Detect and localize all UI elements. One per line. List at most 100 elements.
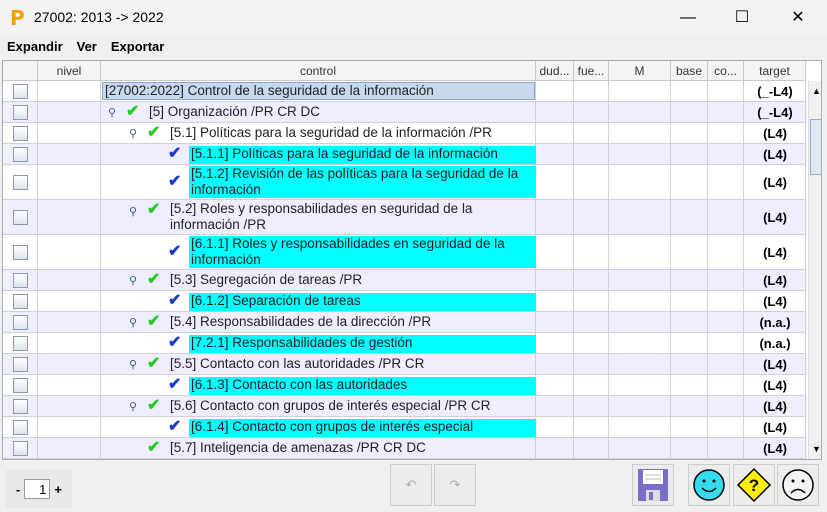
maximize-button[interactable]: ☐ (734, 9, 750, 26)
expand-key-icon[interactable]: ⚲ (129, 317, 138, 329)
table-row[interactable]: ⚲ ✔ [5] Organización /PR CR DC (_-L4) (3, 102, 807, 123)
unknown-button[interactable]: ? (733, 464, 775, 506)
scroll-up-icon[interactable]: ▲ (812, 86, 821, 96)
row-checkbox[interactable] (13, 174, 28, 190)
menu-expandir[interactable]: Expandir (7, 39, 63, 54)
control-label[interactable]: [5.6] Contacto con grupos de interés esp… (170, 398, 491, 413)
sad-face-button[interactable] (777, 464, 819, 506)
column-header-dudas[interactable]: dud... (536, 61, 574, 81)
table-row[interactable]: ⚲ ✔ [5.4] Responsabilidades de la direcció… (3, 312, 807, 333)
close-button[interactable]: ✕ (791, 9, 805, 26)
redo-button[interactable]: ↷ (434, 464, 476, 506)
cell-m (609, 270, 671, 291)
control-label[interactable]: [5.3] Segregación de tareas /PR (170, 272, 363, 287)
row-checkbox[interactable] (13, 419, 28, 435)
window-title: 27002: 2013 -> 2022 (34, 9, 164, 25)
row-checkbox[interactable] (13, 440, 28, 456)
table-row[interactable]: ⚲ ✔ [5.3] Segregación de tareas /PR (L4) (3, 270, 807, 291)
control-label[interactable]: [5] Organización /PR CR DC (149, 104, 321, 119)
row-checkbox[interactable] (13, 272, 28, 288)
control-label[interactable]: [7.2.1] Responsabilidades de gestión (189, 335, 536, 353)
table-row[interactable]: [27002:2022] Control de la seguridad de … (3, 81, 807, 102)
row-checkbox[interactable] (13, 335, 28, 351)
table-row[interactable]: ✔ [7.2.1] Responsabilidades de gestión (n.… (3, 333, 807, 354)
scroll-down-icon[interactable]: ▼ (812, 444, 821, 454)
column-header-m[interactable]: M (609, 61, 671, 81)
row-checkbox[interactable] (13, 209, 28, 225)
svg-text:?: ? (749, 476, 759, 495)
cell-control (101, 312, 536, 333)
column-header-comentario[interactable]: co... (708, 61, 744, 81)
control-label[interactable]: [5.1.2] Revisión de las políticas para l… (189, 166, 536, 198)
expand-key-icon[interactable]: ⚲ (129, 275, 138, 287)
cell-fuentes (574, 417, 609, 438)
control-label[interactable]: [5.2] Roles y responsabilidades en segur… (170, 201, 473, 232)
row-checkbox[interactable] (13, 244, 28, 260)
row-checkbox[interactable] (13, 377, 28, 393)
control-label[interactable]: [6.1.3] Contacto con las autoridades (189, 377, 536, 395)
smiley-sad-icon (782, 469, 814, 501)
cell-base (671, 165, 708, 200)
cell-m (609, 123, 671, 144)
column-header-control[interactable]: control (101, 61, 536, 81)
row-checkbox[interactable] (13, 293, 28, 309)
column-header-target[interactable]: target (744, 61, 806, 81)
table-row[interactable]: ⚲ ✔ [5.6] Contacto con grupos de interés e… (3, 396, 807, 417)
cell-select (3, 375, 38, 396)
scroll-thumb[interactable] (810, 119, 821, 175)
table-row[interactable]: ⚲ ✔ [5.1] Políticas para la seguridad de l… (3, 123, 807, 144)
cell-target (744, 354, 806, 375)
menu-ver[interactable]: Ver (76, 39, 97, 54)
row-checkbox[interactable] (13, 125, 28, 141)
row-checkbox[interactable] (13, 83, 28, 99)
cell-nivel (38, 144, 101, 165)
menu-exportar[interactable]: Exportar (110, 39, 165, 54)
control-label[interactable]: [5.1.1] Políticas para la seguridad de l… (189, 146, 536, 164)
undo-button[interactable]: ↶ (390, 464, 432, 506)
happy-face-button[interactable] (688, 464, 730, 506)
column-header-fuentes[interactable]: fue... (574, 61, 609, 81)
menu-bar: Expandir Ver Exportar (0, 36, 827, 58)
row-checkbox[interactable] (13, 104, 28, 120)
table-row[interactable]: ✔ [6.1.3] Contacto con las autoridades (L4… (3, 375, 807, 396)
control-label[interactable]: [6.1.4] Contacto con grupos de interés e… (189, 419, 536, 437)
control-label[interactable]: [5.1] Políticas para la seguridad de la … (170, 125, 492, 140)
cell-comentario (708, 235, 744, 270)
row-checkbox[interactable] (13, 146, 28, 162)
table-row[interactable]: ✔ [5.1.2] Revisión de las políticas para … (3, 165, 807, 200)
level-input[interactable] (24, 479, 51, 499)
target-value: (L4) (763, 293, 787, 309)
target-value: (L4) (763, 419, 787, 435)
row-checkbox[interactable] (13, 356, 28, 372)
green-checkmark-icon: ✔ (147, 397, 161, 414)
expand-key-icon[interactable]: ⚲ (129, 401, 138, 413)
column-header-base[interactable]: base (671, 61, 708, 81)
save-button[interactable] (632, 464, 674, 506)
row-checkbox[interactable] (13, 398, 28, 414)
control-label[interactable]: [27002:2022] Control de la seguridad de … (102, 82, 535, 100)
control-label[interactable]: [6.1.2] Separación de tareas (189, 293, 536, 311)
vertical-scrollbar[interactable]: ▲ ▼ (808, 81, 821, 459)
expand-key-icon[interactable]: ⚲ (108, 107, 117, 119)
control-label[interactable]: [5.5] Contacto con las autoridades /PR C… (170, 356, 425, 371)
table-row[interactable]: ✔ [5.1.1] Políticas para la seguridad de … (3, 144, 807, 165)
control-label[interactable]: [5.7] Inteligencia de amenazas /PR CR DC (170, 440, 426, 455)
control-label[interactable]: [6.1.1] Roles y responsabilidades en seg… (189, 236, 536, 268)
minimize-button[interactable]: — (680, 9, 696, 26)
increment-button[interactable]: + (54, 481, 62, 497)
column-header-nivel[interactable]: nivel (38, 61, 101, 81)
table-row[interactable]: ✔ [5.7] Inteligencia de amenazas /PR CR D… (3, 438, 807, 459)
table-row[interactable]: ✔ [6.1.4] Contacto con grupos de interés … (3, 417, 807, 438)
row-checkbox[interactable] (13, 314, 28, 330)
table-row[interactable]: ✔ [6.1.2] Separación de tareas (L4) (3, 291, 807, 312)
column-header-select[interactable] (3, 61, 38, 81)
cell-fuentes (574, 396, 609, 417)
table-row[interactable]: ⚲ ✔ [5.5] Contacto con las autoridades /PR… (3, 354, 807, 375)
expand-key-icon[interactable]: ⚲ (129, 359, 138, 371)
table-row[interactable]: ✔ [6.1.1] Roles y responsabilidades en se… (3, 235, 807, 270)
expand-key-icon[interactable]: ⚲ (129, 206, 138, 218)
table-row[interactable]: ⚲ ✔ [5.2] Roles y responsabilidades en seg… (3, 200, 807, 235)
control-label[interactable]: [5.4] Responsabilidades de la dirección … (170, 314, 432, 329)
decrement-button[interactable]: - (16, 481, 21, 497)
expand-key-icon[interactable]: ⚲ (129, 128, 138, 140)
